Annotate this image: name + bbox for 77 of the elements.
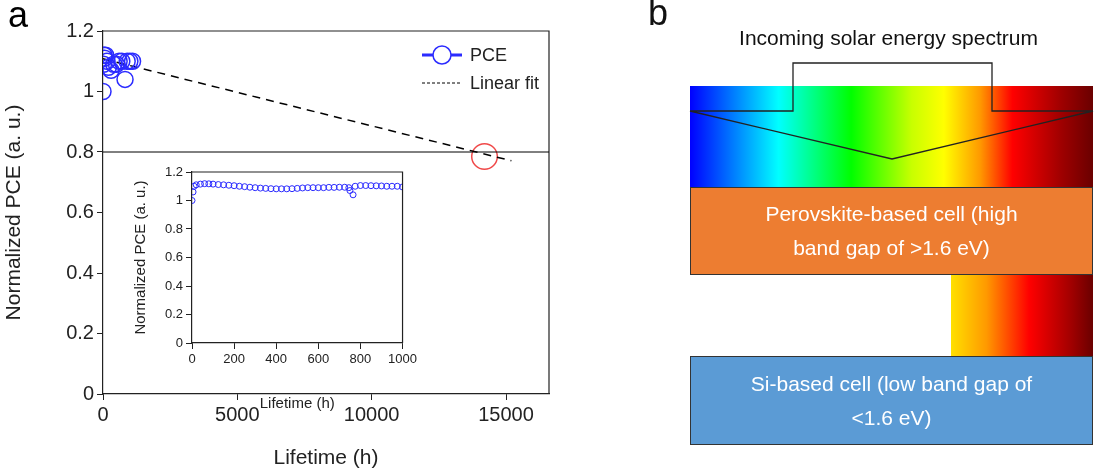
y-axis-title: Normalized PCE (a. u.) [1, 104, 25, 321]
point [351, 182, 359, 190]
x-tick-label: 10000 [343, 402, 400, 425]
x-tick-label: 400 [265, 351, 288, 367]
point [304, 184, 312, 192]
y-tick-label: 0 [82, 381, 94, 404]
y-tick-label: 0.8 [66, 139, 94, 162]
point [201, 180, 209, 188]
x-tick-label: 600 [307, 351, 330, 367]
point [230, 182, 238, 190]
point [225, 181, 233, 189]
point [320, 184, 328, 192]
point [372, 182, 380, 190]
point [299, 184, 307, 192]
point [388, 182, 396, 190]
y-tick-label: 1.2 [66, 18, 94, 41]
point [362, 182, 370, 190]
x-tick-label: 800 [349, 351, 372, 367]
y-axis-title: Normalized PCE (a. u.) [131, 180, 149, 335]
point [345, 184, 353, 192]
x-axis-title: Lifetime (h) [259, 394, 335, 412]
point [346, 187, 354, 195]
point [356, 182, 364, 190]
point [335, 183, 343, 191]
point [205, 180, 213, 188]
point [309, 184, 317, 192]
x-tick-label: 0 [188, 351, 196, 367]
point [214, 181, 222, 189]
point [283, 185, 291, 193]
text: a [8, 0, 29, 36]
point [246, 183, 254, 191]
point [377, 182, 385, 190]
point [256, 184, 264, 192]
y-tick-label: 1 [82, 79, 94, 102]
y-tick-label: 1.2 [164, 163, 183, 179]
text: Incoming solar energy spectrum [739, 26, 1038, 49]
y-tick-label: 0.4 [164, 277, 183, 293]
x-tick-label: 200 [223, 351, 245, 367]
y-tick-label: 0 [175, 334, 183, 350]
y-tick-label: 0.4 [66, 260, 94, 283]
point [470, 142, 499, 171]
legend-label: Linear fit [469, 72, 539, 94]
y-tick-label: 0.2 [66, 321, 94, 344]
point [272, 185, 280, 193]
point [288, 185, 296, 193]
point [209, 180, 217, 188]
point [116, 70, 134, 89]
y-tick-label: 0.6 [164, 249, 183, 265]
point [267, 185, 275, 193]
x-axis-title: Lifetime (h) [273, 445, 379, 469]
point [262, 184, 270, 192]
x-tick-label: 5000 [215, 402, 260, 425]
y-tick-label: 0.8 [164, 220, 183, 236]
legend-label: PCE [469, 44, 507, 66]
point [314, 184, 322, 192]
silicon-cell-box: Si-based cell (low band gap of <1.6 eV) [690, 356, 1093, 445]
x-tick-label: 1000 [388, 351, 417, 367]
point [235, 182, 243, 190]
point [325, 183, 333, 191]
perovskite-cell-box: Perovskite-based cell (high band gap of >1.6 eV) [690, 187, 1093, 275]
point [367, 182, 375, 190]
point [383, 182, 391, 190]
point [251, 184, 259, 192]
point [241, 183, 249, 191]
y-tick-label: 1 [175, 192, 183, 208]
point [349, 191, 357, 199]
point [341, 183, 349, 191]
point [196, 180, 204, 188]
y-tick-label: 0.6 [66, 200, 94, 223]
point [330, 183, 338, 191]
x-tick-label: 15000 [478, 402, 534, 425]
point [277, 185, 285, 193]
x-tick-label: 0 [97, 402, 109, 425]
y-tick-label: 0.2 [164, 306, 183, 322]
point [293, 184, 301, 192]
point [220, 181, 228, 189]
point [393, 182, 401, 190]
